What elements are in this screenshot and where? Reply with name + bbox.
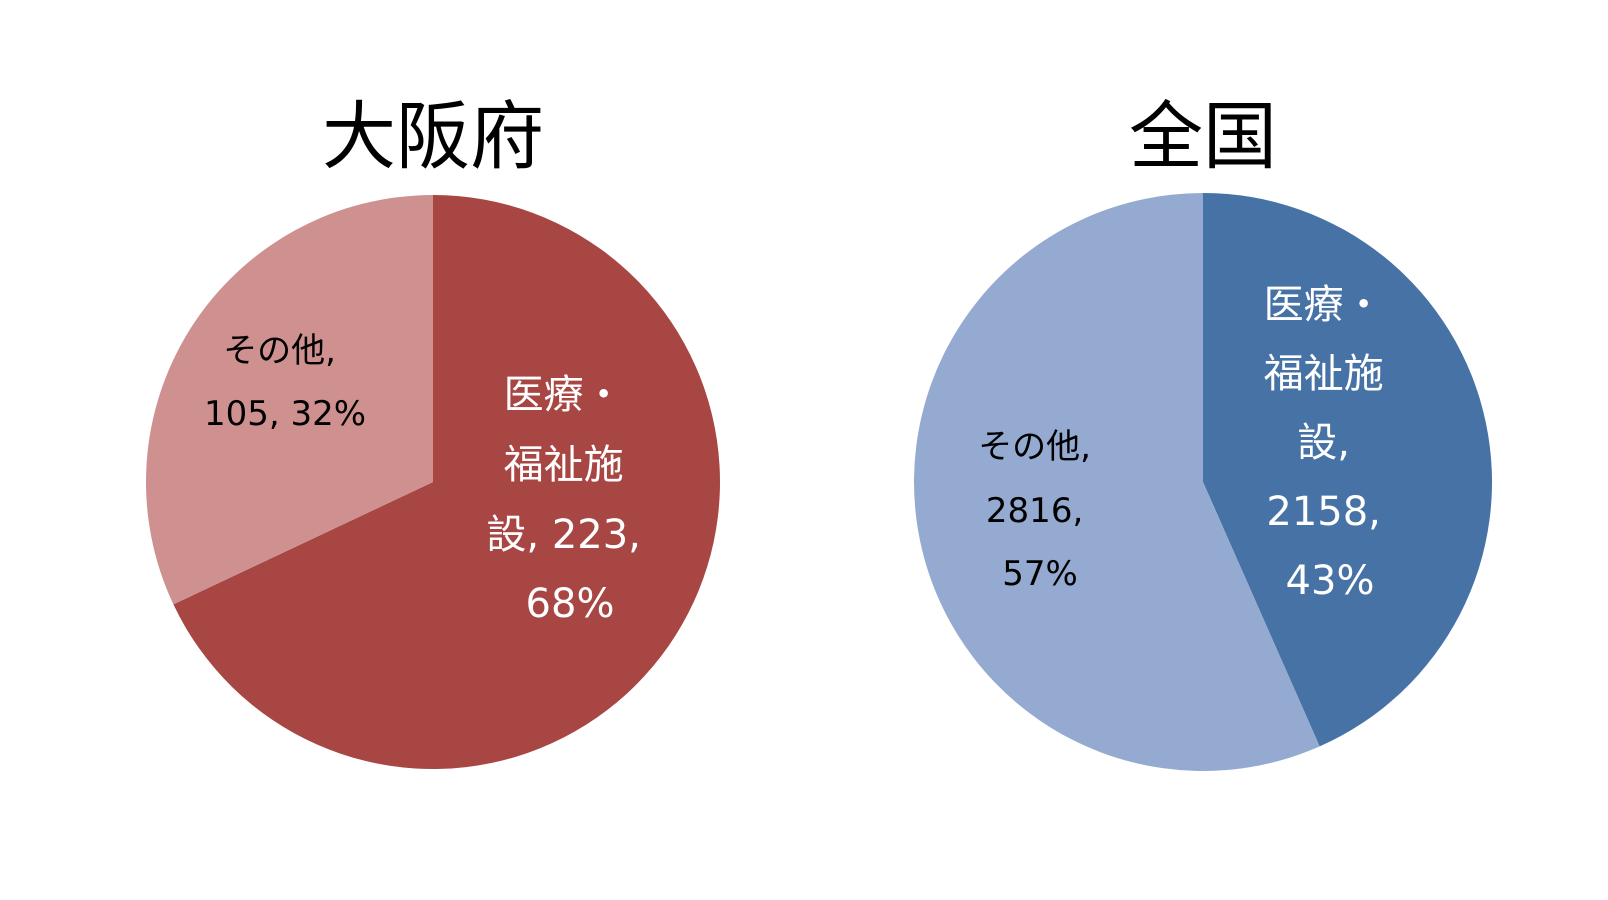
slice-label-osaka-other: その他, 105, 32%	[204, 331, 366, 434]
pie-chart-national: 全国 医療・ 福祉施 設, 2158, 43% その他, 2816, 57%	[914, 94, 1493, 772]
slice-label-line: 医療・	[504, 372, 624, 418]
slice-label-line: その他,	[978, 427, 1091, 467]
pie-slice-osaka-other	[146, 195, 434, 605]
slice-label-line: 2816,	[986, 491, 1083, 531]
slice-label-line: 医療・	[1264, 282, 1384, 328]
pie-slice-national-medical-welfare	[1203, 193, 1493, 747]
slice-label-line: 68%	[526, 581, 615, 627]
slice-label-national-other: その他, 2816, 57%	[978, 427, 1102, 594]
slice-label-line: 57%	[1002, 554, 1078, 594]
pie-chart-osaka: 大阪府 医療・ 福祉施 設, 223, 68% その他, 105, 32%	[146, 94, 721, 769]
slice-label-line: その他,	[223, 331, 336, 371]
chart-title-national: 全国	[1129, 94, 1277, 180]
slice-label-national-medical-welfare: 医療・ 福祉施 設, 2158, 43%	[1264, 282, 1397, 604]
slice-label-line: 福祉施	[1264, 351, 1384, 397]
slice-label-line: 2158,	[1266, 489, 1381, 535]
slice-label-line: 43%	[1286, 558, 1375, 604]
pie-slice-national-other	[914, 193, 1320, 772]
chart-title-osaka: 大阪府	[322, 94, 544, 180]
slice-label-line: 105, 32%	[204, 394, 366, 434]
slice-label-osaka-medical-welfare: 医療・ 福祉施 設, 223, 68%	[486, 372, 653, 627]
slice-label-line: 設,	[1297, 420, 1350, 466]
slice-label-line: 福祉施	[504, 442, 624, 488]
pie-slice-osaka-medical-welfare	[173, 195, 721, 769]
slice-label-line: 設, 223,	[486, 512, 641, 558]
